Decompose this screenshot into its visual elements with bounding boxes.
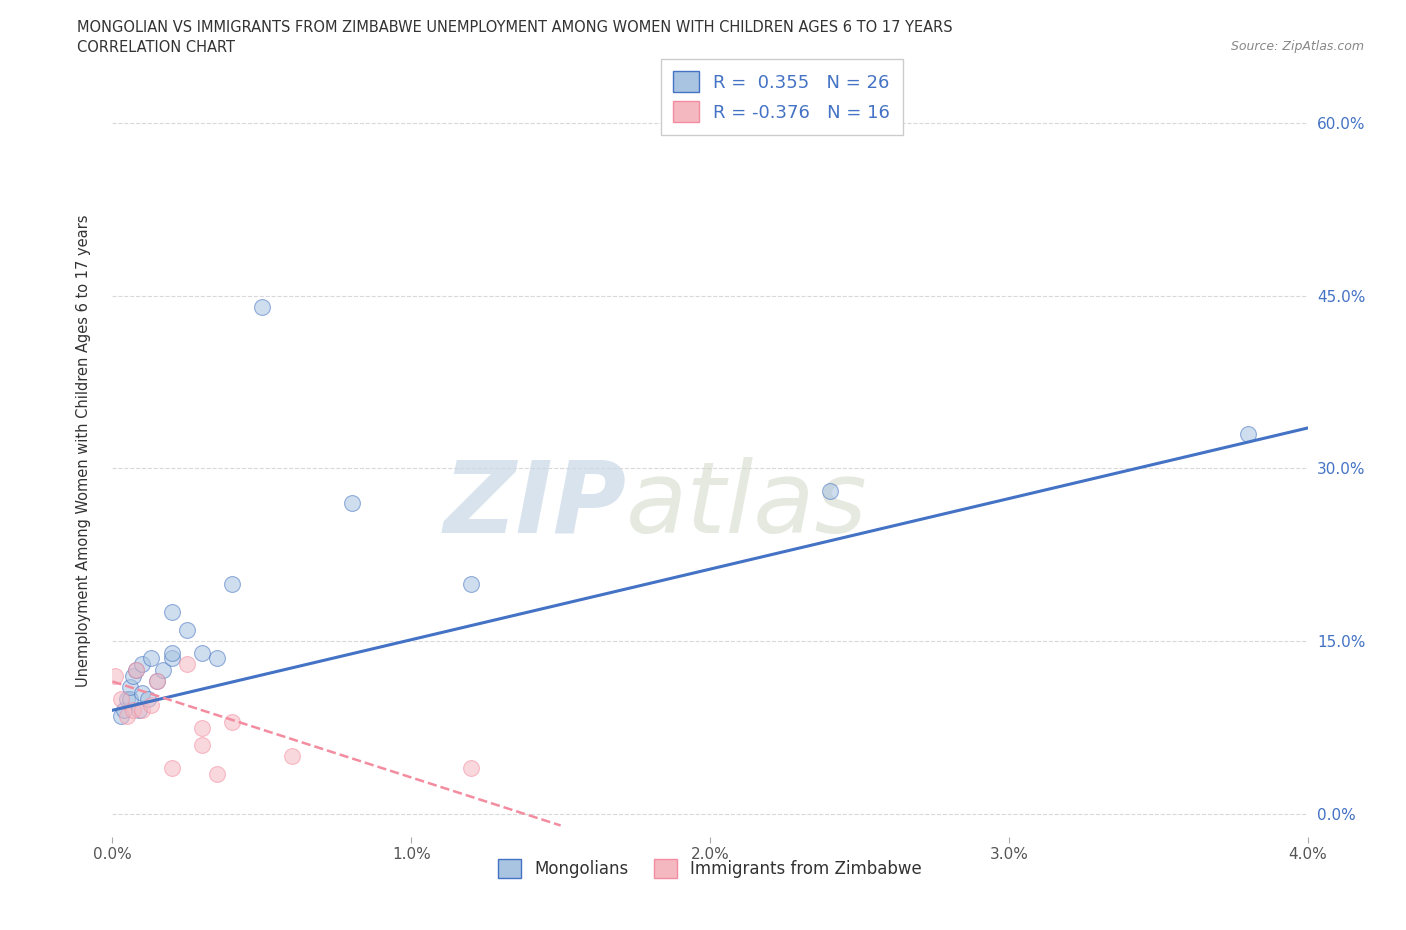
Point xyxy=(191,737,214,752)
Point xyxy=(221,576,243,591)
Point xyxy=(110,709,132,724)
Point xyxy=(146,674,169,689)
Text: MONGOLIAN VS IMMIGRANTS FROM ZIMBABWE UNEMPLOYMENT AMONG WOMEN WITH CHILDREN AGE: MONGOLIAN VS IMMIGRANTS FROM ZIMBABWE UN… xyxy=(77,20,953,35)
Point xyxy=(141,698,163,712)
Point xyxy=(281,749,304,764)
Point xyxy=(122,669,145,684)
Point xyxy=(162,651,183,666)
Point xyxy=(110,691,132,706)
Point xyxy=(205,766,228,781)
Point xyxy=(162,604,183,619)
Text: ZIP: ZIP xyxy=(443,457,627,553)
Point xyxy=(460,576,482,591)
Text: atlas: atlas xyxy=(627,457,868,553)
Point xyxy=(141,651,163,666)
Point xyxy=(131,657,153,671)
Point xyxy=(120,691,142,706)
Point xyxy=(176,657,198,671)
Legend: Mongolians, Immigrants from Zimbabwe: Mongolians, Immigrants from Zimbabwe xyxy=(489,851,931,886)
Point xyxy=(146,674,169,689)
Point xyxy=(114,703,135,718)
Point xyxy=(125,662,148,677)
Point xyxy=(162,645,183,660)
Point xyxy=(120,680,142,695)
Point xyxy=(1237,426,1260,441)
Text: Source: ZipAtlas.com: Source: ZipAtlas.com xyxy=(1230,40,1364,53)
Point xyxy=(250,299,273,314)
Point xyxy=(131,685,153,700)
Point xyxy=(138,691,160,706)
Point xyxy=(122,703,145,718)
Point xyxy=(818,484,841,498)
Point xyxy=(128,703,150,718)
Point xyxy=(460,761,482,776)
Y-axis label: Unemployment Among Women with Children Ages 6 to 17 years: Unemployment Among Women with Children A… xyxy=(76,215,91,687)
Point xyxy=(176,622,198,637)
Point xyxy=(152,662,174,677)
Point xyxy=(117,691,139,706)
Point xyxy=(162,761,183,776)
Point xyxy=(104,669,127,684)
Point xyxy=(117,709,139,724)
Point xyxy=(221,714,243,729)
Point xyxy=(131,703,153,718)
Point xyxy=(191,645,214,660)
Point xyxy=(205,651,228,666)
Point xyxy=(125,662,148,677)
Point xyxy=(340,496,363,511)
Text: CORRELATION CHART: CORRELATION CHART xyxy=(77,40,235,55)
Point xyxy=(191,720,214,735)
